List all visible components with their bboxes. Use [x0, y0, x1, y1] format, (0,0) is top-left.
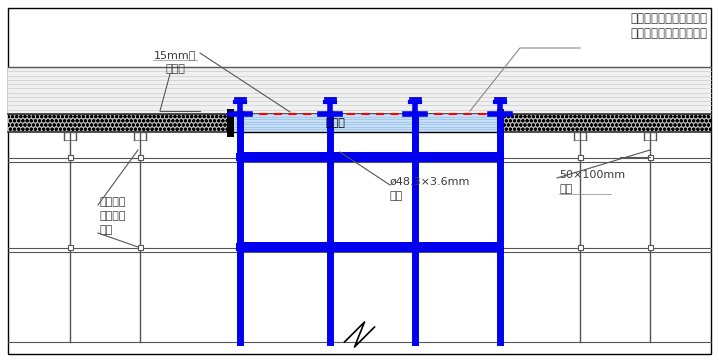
- Text: 撑架: 撑架: [100, 225, 114, 235]
- Bar: [496, 243, 504, 251]
- Bar: [648, 244, 653, 249]
- Bar: [8, 114, 711, 132]
- Text: 木胶板: 木胶板: [165, 64, 185, 74]
- Text: 钢管: 钢管: [390, 191, 403, 201]
- Bar: [240, 242, 500, 252]
- Text: ø48.3×3.6mm: ø48.3×3.6mm: [390, 177, 470, 187]
- Bar: [68, 244, 73, 249]
- Bar: [236, 243, 244, 251]
- Bar: [577, 155, 582, 160]
- Text: 式钢管支: 式钢管支: [100, 211, 127, 221]
- Bar: [496, 153, 504, 161]
- Text: 后浇带模板独立搭设范围
此处模板接缝粘贴海绵条: 后浇带模板独立搭设范围 此处模板接缝粘贴海绵条: [630, 12, 707, 40]
- Bar: [230, 114, 500, 132]
- Text: 50×100mm: 50×100mm: [559, 170, 625, 180]
- Text: 满堂碗扣: 满堂碗扣: [100, 197, 127, 207]
- Bar: [137, 155, 142, 160]
- Text: 方木: 方木: [559, 184, 572, 194]
- Bar: [648, 155, 653, 160]
- Bar: [326, 153, 334, 161]
- Text: 15mm厚: 15mm厚: [154, 50, 196, 60]
- Bar: [411, 153, 419, 161]
- Bar: [8, 67, 711, 114]
- Bar: [577, 244, 582, 249]
- Bar: [137, 244, 142, 249]
- Bar: [326, 243, 334, 251]
- Bar: [68, 155, 73, 160]
- Bar: [411, 243, 419, 251]
- Bar: [226, 109, 234, 137]
- Bar: [240, 152, 500, 162]
- Bar: [497, 109, 503, 137]
- Text: 后浇带: 后浇带: [325, 118, 345, 128]
- Bar: [236, 153, 244, 161]
